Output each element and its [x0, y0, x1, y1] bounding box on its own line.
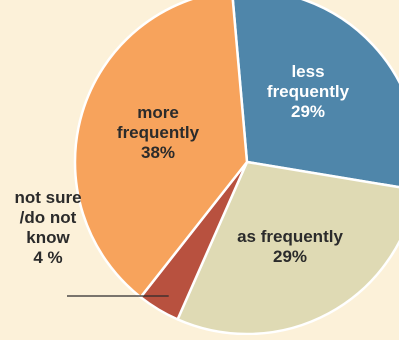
slice-percentage: 4 % — [33, 248, 62, 267]
pie-slice — [176, 160, 399, 336]
slice-percentage: 29% — [291, 102, 325, 121]
slice-label-line: /do not — [20, 208, 77, 227]
slice-percentage: 29% — [273, 247, 307, 266]
slice-label: as frequently 29% — [237, 227, 343, 266]
pie-slice — [73, 0, 249, 299]
slice-label-line: more — [137, 103, 179, 122]
slice-percentage: 38% — [141, 143, 175, 162]
slice-label: less frequently 29% — [267, 62, 350, 121]
slice-label: not sure/do not know 4 % — [14, 188, 81, 267]
slice-label-line: not sure — [14, 188, 81, 207]
slice-label: more frequently 38% — [117, 103, 200, 162]
slice-label-line: less — [291, 62, 324, 81]
slice-label-line: as frequently — [237, 227, 343, 246]
slice-label-line: frequently — [117, 123, 200, 142]
slice-label-line: know — [26, 228, 70, 247]
pie-slice — [231, 0, 399, 189]
slice-label-line: frequently — [267, 82, 350, 101]
